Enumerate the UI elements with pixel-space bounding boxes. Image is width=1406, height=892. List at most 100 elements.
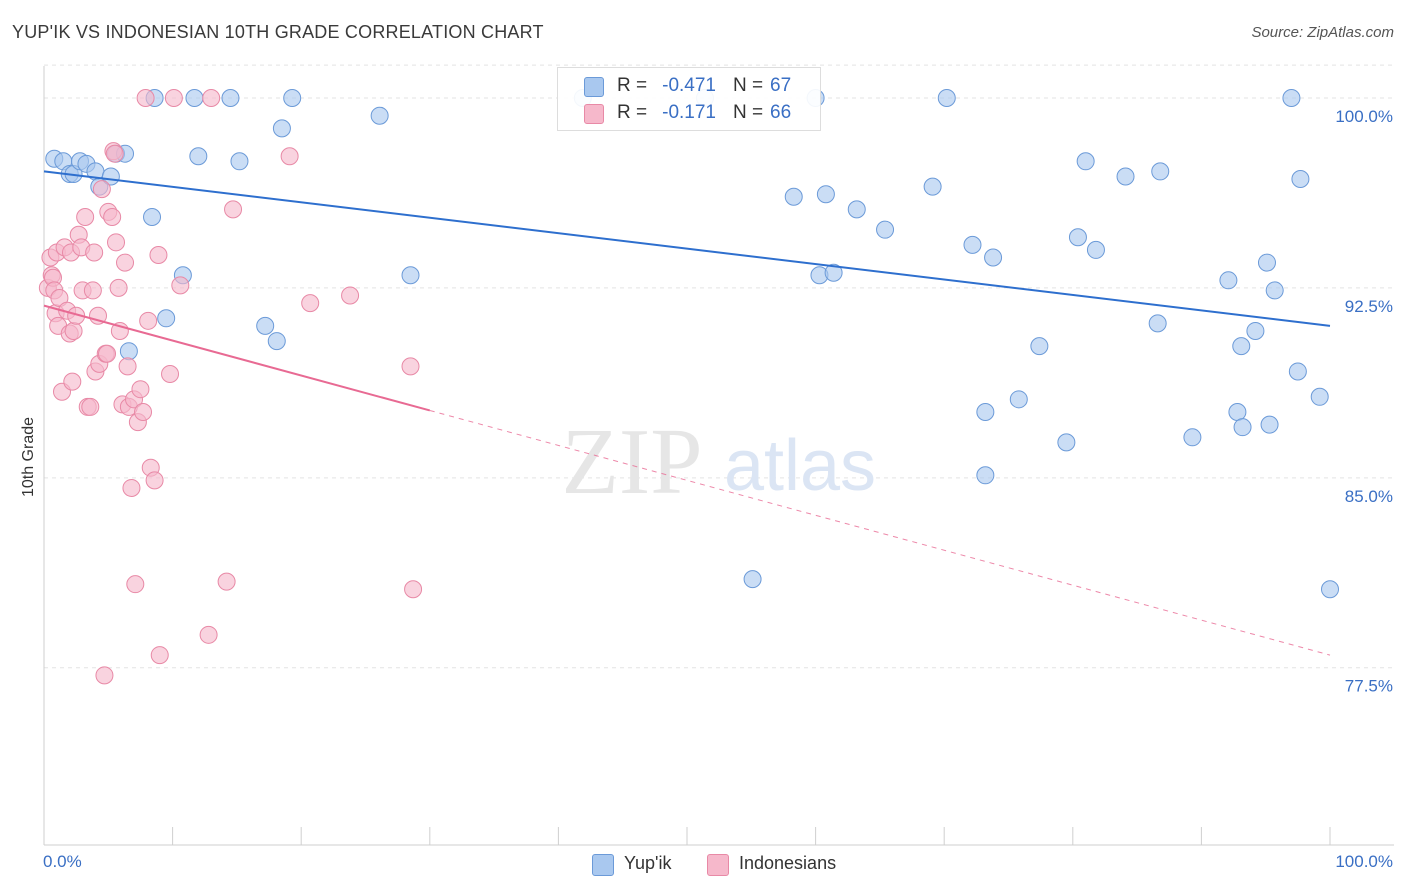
data-point [95,666,114,685]
data-point [83,281,102,300]
data-point [116,253,135,272]
x-tick-label-min: 0.0% [43,852,82,871]
stats-swatch-yupik [584,77,604,97]
data-point [119,342,138,361]
data-point [1057,433,1076,452]
axes [43,66,1394,846]
data-point [784,187,803,206]
data-point [847,200,866,219]
data-point [107,233,126,252]
grid-lines [44,64,1394,669]
trend-line-yupik [43,170,1331,327]
data-point [1282,88,1301,107]
data-point [1288,362,1307,381]
data-point [64,321,83,340]
data-point [1030,337,1049,356]
legend-item-indonesians[interactable]: Indonesians [707,852,857,876]
data-point [267,332,286,351]
data-point [401,357,420,376]
data-point [1265,281,1284,300]
data-point [85,243,104,262]
chart-title: YUP'IK VS INDONESIAN 10TH GRADE CORRELAT… [12,22,544,42]
data-point [63,372,82,391]
data-point [81,397,100,416]
data-point [824,263,843,282]
data-point [1076,152,1095,171]
data-point [98,344,117,363]
data-point [76,208,95,226]
data-point [1291,170,1310,189]
data-point [126,575,145,594]
data-point [122,478,141,497]
data-point [976,466,995,485]
data-point [1151,162,1170,181]
stats-swatch-indonesians [584,104,604,124]
watermark: ZIP atlas [562,410,877,514]
legend-label-indonesians: Indonesians [739,853,837,873]
data-point [1183,428,1202,447]
trend-lines [43,170,1331,656]
data-point [256,316,275,335]
legend-label-yupik: Yup'ik [624,853,672,873]
data-point [401,266,420,285]
r-value: -0.471 [662,75,716,96]
data-point [118,357,137,376]
data-point [923,177,942,196]
data-point [1228,402,1247,421]
stats-row-yupik: R = -0.471 N = 67 [558,74,820,100]
data-point [1086,240,1105,259]
r-label: R = [617,75,648,96]
n-label: N = [733,75,764,96]
y-tick-label: 92.5% [1345,297,1393,316]
data-point [109,278,128,297]
data-point [164,88,183,107]
legend-item-yupik[interactable]: Yup'ik [592,852,702,876]
data-point [976,402,995,421]
data-point [1321,580,1339,599]
n-label: N = [733,102,764,123]
data-point [136,88,155,107]
data-point [1233,418,1252,437]
legend-swatch-yupik [592,854,614,876]
series-yupik-points [45,88,1339,599]
y-tick-label: 77.5% [1345,677,1393,696]
data-point [157,309,176,328]
data-point [139,311,158,330]
data-point [134,402,153,421]
data-point [145,471,164,490]
data-point [1260,415,1279,434]
r-label: R = [617,102,648,123]
data-point [150,646,169,665]
data-point [221,88,240,107]
data-point [189,147,208,166]
y-tick-labels: 77.5% 85.0% 92.5% 100.0% [1335,107,1393,696]
data-point [341,286,360,305]
data-point [185,88,204,107]
stats-box: R = -0.471 N = 67 R = -0.171 N = 66 [557,67,821,131]
data-point [161,365,180,383]
data-point [1219,271,1238,290]
watermark-zip: ZIP [562,410,703,514]
legend-swatch-indonesians [707,854,729,876]
data-point [105,144,124,163]
data-point [301,294,320,313]
data-point [230,152,249,171]
y-tick-label: 85.0% [1345,487,1393,506]
data-point [171,276,190,295]
data-point [217,572,236,591]
stats-row-indonesians: R = -0.171 N = 66 [558,101,820,127]
data-point [370,106,389,125]
data-point [1246,321,1265,340]
data-point [743,570,762,589]
data-point [272,119,291,138]
y-tick-label: 100.0% [1335,107,1393,126]
data-point [280,147,299,166]
data-point [876,220,895,239]
data-point [224,200,243,219]
data-point [937,88,956,107]
data-point [1257,253,1276,272]
data-point [404,580,423,599]
data-point [1310,387,1329,406]
data-point [143,208,162,226]
data-point [1068,228,1087,247]
